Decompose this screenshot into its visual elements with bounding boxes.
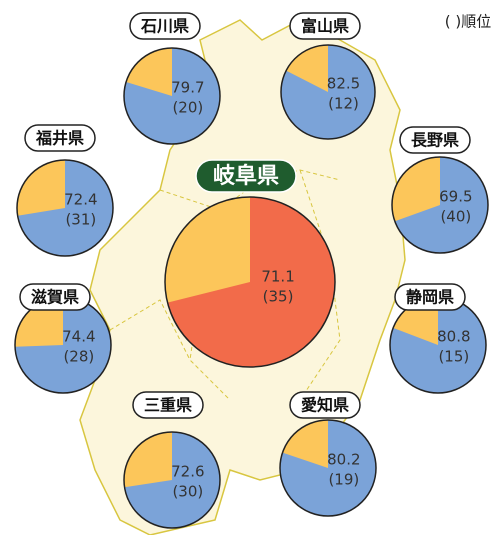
label-box (289, 12, 361, 40)
pie-outline (280, 44, 376, 140)
value-label: 80.2 (327, 451, 360, 469)
prefecture-name: 長野県 (411, 131, 459, 150)
value-label: 72.4 (64, 191, 97, 209)
value-label: 72.6 (171, 463, 204, 481)
rank-label: (28) (63, 348, 94, 366)
pie-slice (123, 48, 220, 144)
prefecture-name: 静岡県 (406, 288, 454, 307)
pie-slice (124, 432, 220, 529)
label-box (129, 12, 201, 40)
label-box (24, 124, 96, 152)
rank-label: (15) (438, 348, 469, 366)
highlight-label-box (195, 159, 297, 193)
pie-slice (390, 297, 487, 393)
rank-label: (35) (263, 288, 294, 306)
pie-outline (123, 47, 221, 145)
pie-outline (164, 196, 336, 368)
rank-label: (40) (440, 208, 471, 226)
pie-slice (394, 157, 488, 253)
rank-label: (19) (328, 471, 359, 489)
value-label: 71.1 (261, 268, 294, 286)
prefecture-name: 三重県 (144, 396, 192, 415)
prefecture-name: 滋賀県 (31, 288, 79, 307)
pie-slice (281, 45, 375, 139)
pie-slice (17, 160, 114, 256)
pie-slice (280, 420, 377, 516)
pie-outline (123, 431, 221, 529)
prefecture-name: 岐阜県 (213, 163, 279, 189)
prefecture-name: 石川県 (140, 17, 189, 36)
pie-slice (167, 197, 336, 367)
value-label: 74.4 (62, 328, 95, 346)
value-label: 69.5 (439, 188, 472, 206)
prefecture-name: 愛知県 (301, 396, 349, 415)
legend: ( )順位 (445, 13, 491, 31)
pie-outline (16, 159, 114, 257)
rank-label: (12) (328, 95, 359, 113)
pie-outline (391, 156, 489, 254)
value-label: 82.5 (327, 75, 360, 93)
prefecture-name: 福井県 (35, 129, 84, 148)
pie-slice (15, 297, 112, 394)
prefecture-name: 富山県 (301, 17, 349, 36)
label-box (289, 391, 361, 419)
value-label: 79.7 (171, 79, 204, 97)
label-box (394, 283, 466, 311)
label-box (132, 391, 204, 419)
rank-label: (31) (65, 211, 96, 229)
label-box (399, 126, 471, 154)
rank-label: (30) (172, 483, 203, 501)
value-label: 80.8 (437, 328, 470, 346)
rank-label: (20) (172, 99, 203, 117)
label-box (19, 283, 91, 311)
pie-outline (279, 419, 377, 517)
